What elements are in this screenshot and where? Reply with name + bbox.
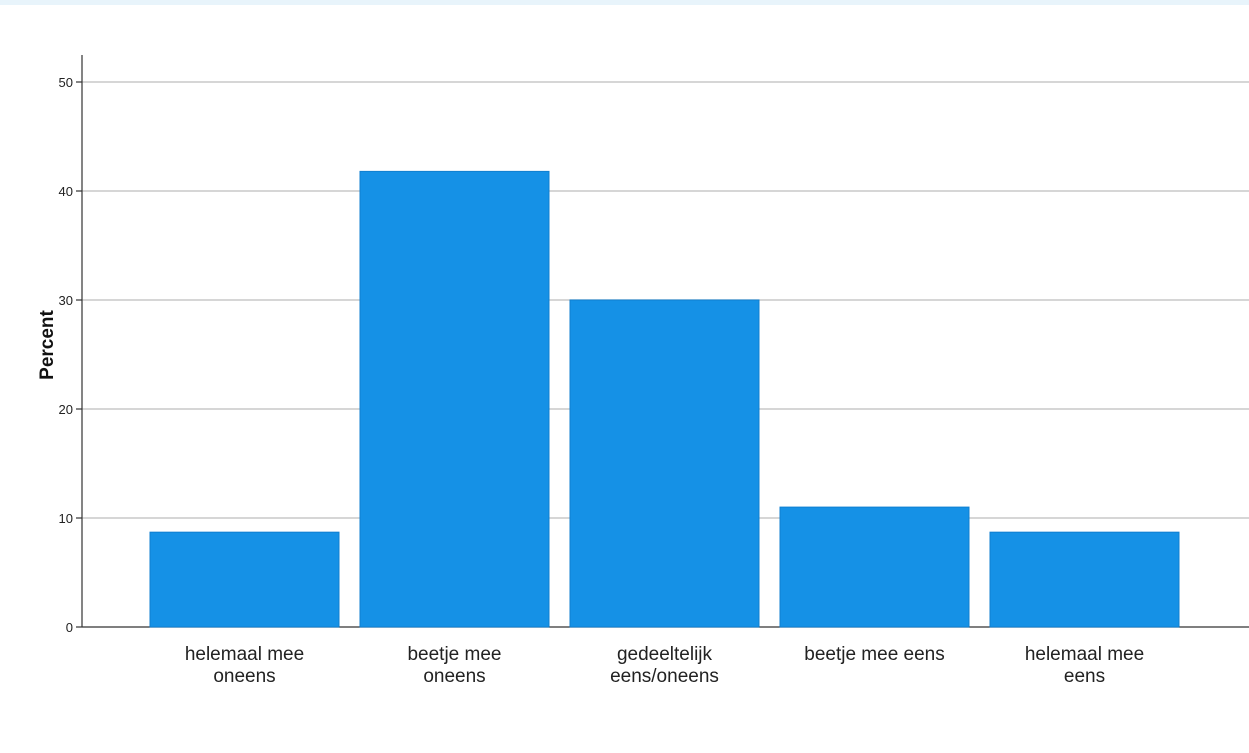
y-tick-label-10: 10 [59, 511, 73, 526]
x-tick-label-2-line-2: oneens [423, 666, 485, 687]
x-tick-label-4-line-1: beetje mee eens [804, 644, 945, 665]
y-tick-label-40: 40 [59, 184, 73, 199]
bar-4 [779, 506, 970, 628]
bar-5 [989, 531, 1180, 628]
x-tick-label-5-line-1: helemaal mee [1025, 644, 1144, 665]
x-tick-label-3-line-1: gedeeltelijk [617, 644, 713, 665]
top-strip [0, 0, 1249, 5]
y-tick-label-30: 30 [59, 293, 73, 308]
bar-1 [149, 531, 340, 628]
y-tick-label-50: 50 [59, 75, 73, 90]
y-tick-label-20: 20 [59, 402, 73, 417]
x-tick-label-5-line-2: eens [1064, 666, 1105, 687]
bar-3 [569, 299, 760, 628]
bar-2 [359, 170, 550, 628]
x-tick-label-1-line-2: oneens [213, 666, 275, 687]
y-axis-title: Percent [37, 309, 58, 379]
x-tick-label-1-line-1: helemaal mee [185, 644, 304, 665]
x-tick-label-2-line-1: beetje mee [407, 644, 501, 665]
y-tick-label-0: 0 [66, 620, 73, 635]
x-tick-label-3-line-2: eens/oneens [610, 666, 719, 687]
